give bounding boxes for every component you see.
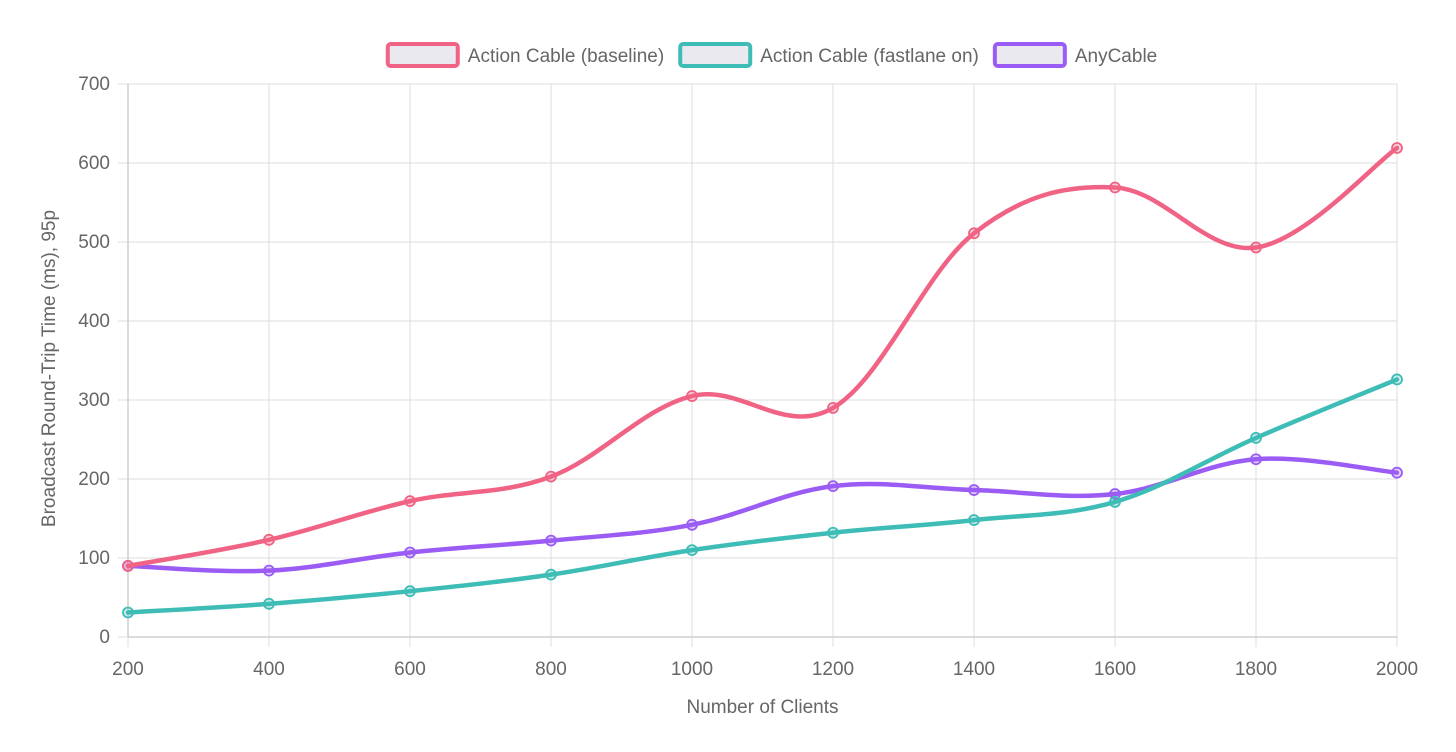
x-axis-title: Number of Clients [686, 697, 838, 718]
y-tick-label: 500 [78, 232, 110, 253]
data-point[interactable] [686, 390, 698, 402]
data-point[interactable] [1109, 488, 1121, 500]
legend-swatch [678, 42, 753, 68]
x-tick-label: 400 [253, 659, 285, 680]
series-2 [122, 453, 1403, 577]
data-point[interactable] [1391, 466, 1403, 479]
x-tick-label: 1800 [1235, 659, 1277, 680]
legend-item[interactable]: AnyCable [992, 42, 1157, 68]
data-point[interactable] [263, 533, 275, 546]
data-point[interactable] [686, 518, 698, 531]
data-point[interactable] [968, 514, 980, 526]
y-tick-label: 100 [78, 548, 110, 569]
series [122, 142, 1403, 619]
data-point[interactable] [545, 568, 557, 581]
data-point[interactable] [263, 597, 275, 610]
data-point[interactable] [1250, 241, 1262, 254]
x-tick-label: 1200 [812, 659, 854, 680]
data-point[interactable] [263, 564, 275, 577]
legend: Action Cable (baseline) Action Cable (fas… [385, 42, 1157, 68]
series-line [125, 145, 1400, 569]
axes: 0 100 200 300 400 500 600 700 200 400 600 800 1000 12… [78, 74, 1418, 680]
x-tick-label: 1000 [671, 659, 713, 680]
x-tick-label: 200 [112, 659, 144, 680]
series-1 [122, 373, 1403, 619]
legend-label: Action Cable (baseline) [468, 46, 664, 67]
data-point[interactable] [404, 585, 416, 598]
legend-label: Action Cable (fastlane on) [760, 46, 979, 67]
grid [118, 83, 1398, 647]
y-tick-label: 700 [78, 74, 110, 95]
data-point[interactable] [122, 606, 134, 619]
data-point[interactable] [686, 544, 698, 556]
data-point[interactable] [1109, 181, 1121, 194]
data-point[interactable] [968, 484, 980, 496]
data-point[interactable] [1391, 142, 1403, 154]
series-0 [122, 142, 1403, 572]
legend-swatch [992, 42, 1067, 68]
y-axis-title: Broadcast Round-Trip Time (ms), 95p [39, 210, 60, 527]
y-tick-label: 300 [78, 390, 110, 411]
x-tick-label: 2000 [1376, 659, 1418, 680]
data-point[interactable] [545, 534, 557, 547]
x-tick-label: 1600 [1094, 659, 1136, 680]
data-point[interactable] [1109, 496, 1121, 508]
data-point[interactable] [122, 560, 134, 572]
y-tick-label: 400 [78, 311, 110, 332]
y-tick-label: 0 [99, 627, 110, 648]
data-point[interactable] [827, 480, 839, 493]
data-point[interactable] [827, 526, 839, 539]
data-point[interactable] [404, 546, 416, 559]
x-tick-label: 800 [535, 659, 567, 680]
y-tick-label: 200 [78, 469, 110, 490]
legend-label: AnyCable [1075, 46, 1157, 67]
data-point[interactable] [1250, 432, 1262, 444]
y-tick-label: 600 [78, 153, 110, 174]
data-point[interactable] [968, 227, 980, 240]
x-tick-label: 1400 [953, 659, 995, 680]
x-tick-label: 600 [394, 659, 426, 680]
series-line [125, 456, 1400, 574]
legend-swatch [385, 42, 460, 68]
series-line [125, 377, 1400, 615]
data-point[interactable] [1391, 373, 1403, 386]
data-point[interactable] [827, 401, 839, 414]
data-point[interactable] [545, 470, 557, 483]
data-point[interactable] [1250, 453, 1262, 466]
legend-item[interactable]: Action Cable (baseline) [385, 42, 664, 68]
legend-item[interactable]: Action Cable (fastlane on) [678, 42, 979, 68]
data-point[interactable] [404, 495, 416, 508]
